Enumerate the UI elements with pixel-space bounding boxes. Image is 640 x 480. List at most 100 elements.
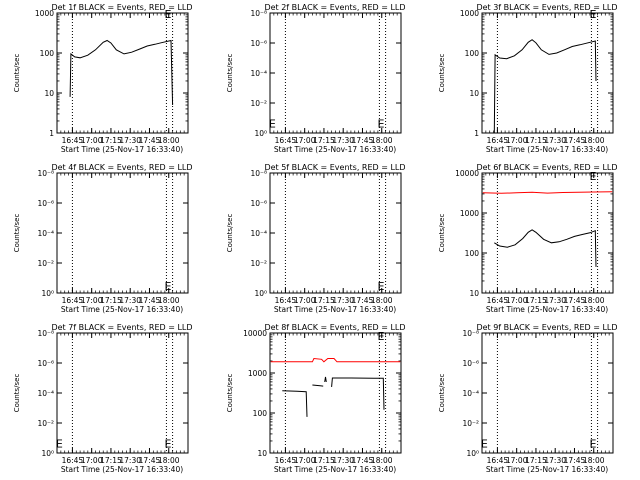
event-marker: E [377, 118, 384, 131]
y-tick-label: 10⁻⁶ [250, 39, 267, 48]
x-tick-label: 17:00 [506, 456, 528, 465]
x-axis-label: Start Time (25-Nov-17 16:33:40) [61, 305, 183, 314]
y-tick-label: 10000 [243, 329, 267, 338]
y-tick-label: 10 [469, 289, 479, 298]
series-line [270, 357, 401, 363]
panel-5: Det 5f BLACK = Events, RED = LLD 10⁰ 10⁻² 1… [226, 163, 406, 314]
x-tick-label: 17:45 [564, 136, 586, 145]
x-axis-label: Start Time (25-Nov-17 16:33:40) [486, 145, 608, 154]
plot-frame [269, 332, 402, 454]
y-axis-label: Counts/sec [438, 214, 446, 253]
series-line [282, 390, 308, 417]
y-tick-label: 10 [469, 89, 479, 98]
event-marker: E [589, 438, 596, 451]
panel-7: Det 7f BLACK = Events, RED = LLD 10⁰ 10⁻² 1… [13, 323, 193, 474]
x-tick-label: 17:45 [564, 296, 586, 305]
y-tick-label: 10⁻⁸ [250, 9, 267, 18]
x-tick-label: 17:30 [332, 296, 354, 305]
x-tick-label: 17:00 [81, 456, 103, 465]
y-tick-label: 10 [257, 449, 267, 458]
y-tick-label: 10⁰ [466, 449, 479, 458]
x-tick-label: 18:00 [583, 296, 605, 305]
x-tick-label: 17:30 [119, 296, 141, 305]
event-marker: E [164, 8, 171, 21]
x-tick-label: 18:00 [583, 456, 605, 465]
x-tick-label: 17:45 [352, 456, 374, 465]
y-tick-label: 10 [44, 89, 54, 98]
x-tick-label: 17:45 [139, 136, 161, 145]
x-tick-label: 17:15 [525, 456, 547, 465]
x-tick-label: 18:00 [158, 456, 180, 465]
y-tick-label: 10⁰ [254, 129, 267, 138]
panel-title: Det 5f BLACK = Events, RED = LLD [264, 163, 405, 172]
x-tick-label: 17:15 [313, 136, 335, 145]
plot-frame [56, 172, 189, 294]
x-tick-label: 18:00 [371, 136, 393, 145]
y-axis-label: Counts/sec [226, 54, 234, 93]
series-line [482, 191, 613, 194]
x-tick-label: 17:00 [81, 136, 103, 145]
plot-frame [269, 172, 402, 294]
x-tick-label: 16:45 [275, 456, 297, 465]
x-tick-label: 17:30 [332, 456, 354, 465]
x-tick-label: 17:00 [81, 296, 103, 305]
y-tick-label: 10⁻⁸ [250, 169, 267, 178]
x-tick-label: 17:00 [294, 456, 316, 465]
plot-frame [269, 12, 402, 134]
x-axis-label: Start Time (25-Nov-17 16:33:40) [274, 465, 396, 474]
x-tick-label: 17:45 [139, 296, 161, 305]
x-tick-label: 16:45 [62, 296, 84, 305]
y-tick-label: 100 [465, 249, 480, 258]
y-axis-label: Counts/sec [438, 374, 446, 413]
x-tick-label: 17:00 [294, 136, 316, 145]
series-line [331, 377, 385, 410]
panel-title: Det 6f BLACK = Events, RED = LLD [476, 163, 617, 172]
y-axis-label: Counts/sec [13, 214, 21, 253]
x-tick-label: 17:15 [100, 456, 122, 465]
y-tick-label: 10⁻⁸ [37, 169, 54, 178]
y-axis-label: Counts/sec [13, 374, 21, 413]
x-tick-label: 17:15 [100, 296, 122, 305]
panel-title: Det 1f BLACK = Events, RED = LLD [51, 3, 192, 12]
event-marker: E [164, 280, 171, 293]
y-axis-label: Counts/sec [13, 54, 21, 93]
panel-title: Det 2f BLACK = Events, RED = LLD [264, 3, 405, 12]
panel-title: Det 8f BLACK = Events, RED = LLD [264, 323, 405, 332]
panel-2: Det 2f BLACK = Events, RED = LLD 10⁰ 10⁻² 1… [226, 3, 406, 154]
x-axis-label: Start Time (25-Nov-17 16:33:40) [274, 145, 396, 154]
event-marker: E [377, 280, 384, 293]
plot-frame [56, 332, 189, 454]
y-tick-label: 1000 [460, 9, 479, 18]
plot-frame [481, 172, 614, 294]
y-tick-label: 1000 [35, 9, 54, 18]
x-tick-label: 16:45 [487, 136, 509, 145]
y-tick-label: 10⁻⁴ [462, 389, 479, 398]
y-tick-label: 10⁻² [37, 419, 54, 428]
x-tick-label: 17:15 [313, 296, 335, 305]
x-tick-label: 17:45 [564, 456, 586, 465]
x-tick-label: 18:00 [583, 136, 605, 145]
x-tick-label: 17:00 [506, 136, 528, 145]
panel-6: Det 6f BLACK = Events, RED = LLD 10 100 100… [438, 163, 618, 314]
x-tick-label: 17:30 [544, 296, 566, 305]
y-tick-label: 100 [40, 49, 55, 58]
panel-title: Det 7f BLACK = Events, RED = LLD [51, 323, 192, 332]
x-axis-label: Start Time (25-Nov-17 16:33:40) [274, 305, 396, 314]
y-tick-label: 10⁰ [41, 289, 54, 298]
panel-9: Det 9f BLACK = Events, RED = LLD 10⁰ 10⁻² 1… [438, 323, 618, 474]
y-tick-label: 10000 [455, 169, 479, 178]
x-tick-label: 16:45 [275, 296, 297, 305]
y-tick-label: 10⁻⁸ [462, 329, 479, 338]
x-tick-label: 17:30 [544, 136, 566, 145]
y-axis-label: Counts/sec [226, 214, 234, 253]
x-tick-label: 17:45 [352, 136, 374, 145]
series-line [69, 39, 174, 106]
y-tick-label: 10⁻⁴ [250, 229, 267, 238]
y-tick-label: 10⁻² [250, 259, 267, 268]
plot-frame [56, 12, 189, 134]
y-tick-label: 1000 [248, 369, 267, 378]
event-marker: E [269, 118, 276, 131]
x-tick-label: 16:45 [275, 136, 297, 145]
x-tick-label: 16:45 [62, 136, 84, 145]
